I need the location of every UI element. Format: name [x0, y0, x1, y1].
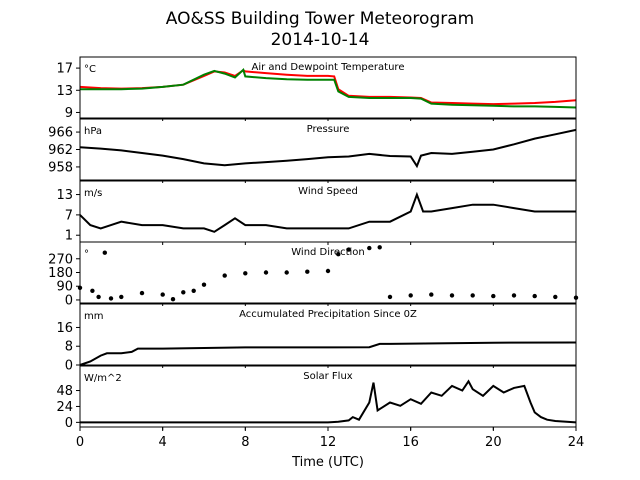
data-point	[553, 294, 558, 300]
data-point	[387, 294, 393, 300]
y-tick-label: 48	[56, 384, 73, 399]
y-tick-label: 1	[65, 229, 73, 244]
series-line-2-0	[79, 191, 576, 233]
data-point	[429, 292, 434, 297]
data-point	[243, 271, 248, 276]
y-tick-label: 90	[56, 280, 73, 295]
data-point	[263, 270, 269, 275]
data-point	[119, 294, 124, 300]
panel-title: Accumulated Precipitation Since 0Z	[239, 309, 417, 320]
y-tick-label: 958	[48, 160, 73, 175]
panel-unit: W/m^2	[84, 373, 122, 384]
panel-unit: hPa	[84, 126, 102, 137]
data-point	[160, 292, 165, 297]
y-tick-label: 13	[56, 188, 73, 203]
x-axis: 0 4 8 12 16 20 24	[76, 427, 584, 450]
y-tick-label: 24	[56, 400, 73, 415]
x-tick-label: 8	[241, 435, 249, 450]
data-point	[284, 270, 289, 275]
data-point	[108, 296, 114, 301]
data-point	[336, 252, 341, 257]
data-point	[367, 245, 372, 251]
y-tick-label: 180	[48, 266, 73, 281]
data-point	[201, 282, 207, 287]
data-point	[139, 290, 145, 296]
series-3-0	[77, 245, 579, 302]
data-point	[90, 288, 95, 293]
series-line-0-1	[80, 67, 577, 109]
figure-title-line1: AO&SS Building Tower Meteorogram	[166, 9, 474, 29]
data-point	[191, 288, 196, 293]
data-point	[102, 250, 108, 255]
y-tick-label: 0	[65, 293, 73, 308]
x-tick-label: 12	[320, 435, 337, 450]
panel-title: Air and Dewpoint Temperature	[252, 62, 405, 73]
data-point	[408, 293, 413, 298]
data-point	[511, 293, 517, 298]
y-tick-label: 0	[65, 416, 73, 431]
data-point	[305, 269, 310, 274]
panel-1: 958 962 966 hPa Pressure	[48, 118, 577, 183]
data-point	[377, 245, 382, 250]
x-axis-label: Time (UTC)	[291, 455, 364, 470]
x-tick-label: 20	[485, 435, 502, 450]
data-point	[532, 293, 537, 299]
panel-unit: mm	[84, 311, 103, 322]
y-tick-label: 17	[56, 62, 73, 77]
panel-title: Wind Speed	[298, 186, 358, 197]
panel-unit: °C	[84, 64, 96, 75]
data-point	[222, 273, 227, 278]
series-line-5-0	[80, 379, 577, 424]
y-tick-label: 13	[56, 84, 73, 99]
data-point	[170, 297, 176, 302]
data-point	[470, 293, 475, 298]
data-point	[346, 247, 351, 252]
x-tick-label: 16	[402, 435, 419, 450]
panel-2: 1 7 13 m/s Wind Speed	[56, 180, 577, 245]
y-tick-label: 8	[65, 340, 73, 355]
panel-title: Pressure	[307, 124, 350, 135]
x-tick-label: 0	[76, 435, 84, 450]
panel-4: 0 8 16 mm Accumulated Precipitation Since 0Z	[56, 303, 577, 374]
data-point	[181, 290, 186, 295]
panel-0: 9 13 17 °C Air and Dewpoint Temperature	[56, 56, 577, 121]
panel-title: Solar Flux	[303, 371, 353, 382]
y-tick-label: 962	[48, 143, 73, 158]
y-tick-label: 9	[65, 106, 73, 121]
data-point	[449, 293, 455, 298]
figure-title-line2: 2014-10-14	[271, 30, 370, 50]
series-line-4-0	[79, 341, 577, 366]
panel-unit: °	[84, 249, 89, 260]
x-tick-label: 4	[159, 435, 167, 450]
y-tick-label: 966	[48, 126, 73, 141]
panel-title: Wind Direction	[291, 247, 365, 258]
data-point	[325, 268, 331, 274]
panel-unit: m/s	[84, 188, 102, 199]
x-tick-label: 24	[568, 435, 585, 450]
data-point	[96, 294, 101, 300]
y-tick-label: 0	[65, 359, 73, 374]
y-tick-label: 16	[56, 321, 73, 336]
y-tick-label: 7	[65, 208, 73, 223]
y-tick-label: 270	[48, 252, 73, 267]
series-line-1-0	[79, 128, 577, 169]
data-point	[491, 293, 496, 299]
